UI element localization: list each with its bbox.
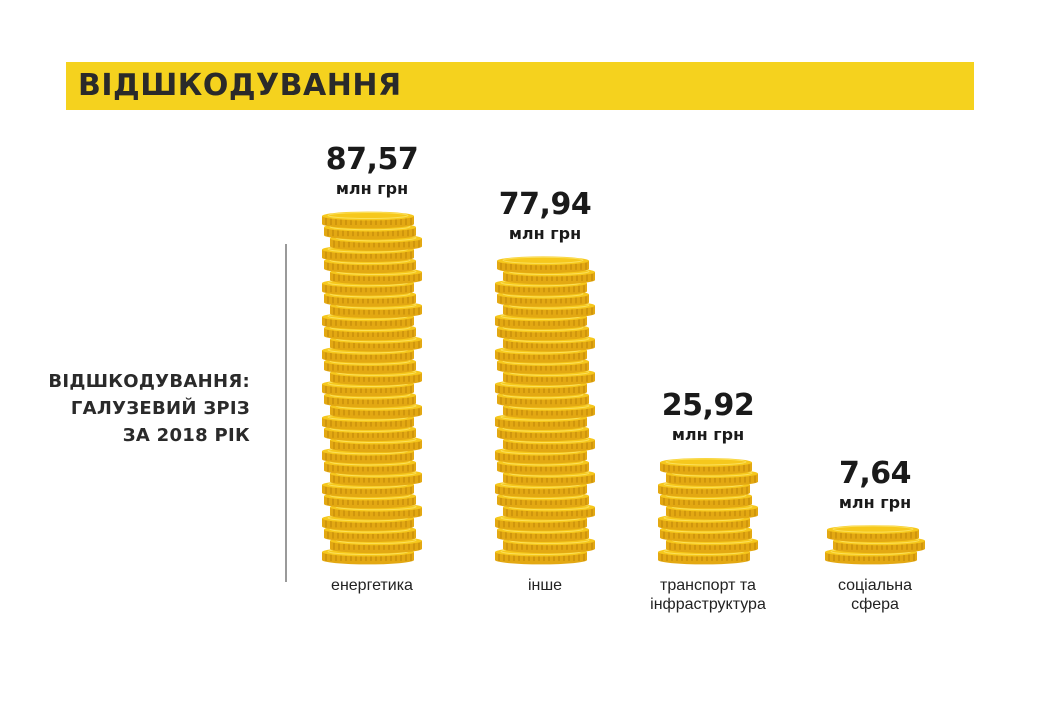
unit-label: млн грн (508, 223, 582, 243)
category-label: транспорт та інфраструктура (650, 577, 766, 613)
chart-side-title: ВІДШКОДУВАННЯ: ГАЛУЗЕВИЙ ЗРІЗ ЗА 2018 РІ… (10, 368, 250, 449)
side-title-line-2: ГАЛУЗЕВИЙ ЗРІЗ (70, 398, 250, 419)
coin-stack-bar (495, 256, 595, 565)
category-label: енергетика (331, 577, 413, 594)
page-title: ВІДШКОДУВАННЯ (78, 68, 402, 103)
coin (660, 458, 752, 475)
side-title-line-3: ЗА 2018 РІК (122, 425, 250, 446)
coin (497, 256, 589, 274)
coin (322, 346, 414, 363)
coin-stack-bar (322, 211, 422, 565)
data-value-label: 7,64 (838, 455, 912, 491)
side-title-line-1: ВІДШКОДУВАННЯ: (48, 371, 250, 392)
coin-stack-bar (825, 525, 925, 565)
category-label: соціальна сфера (837, 577, 913, 613)
data-value-label: 25,92 (661, 388, 755, 424)
unit-label: млн грн (335, 179, 409, 198)
coin-stack-bar (658, 458, 758, 565)
category-label: інше (527, 577, 563, 594)
data-value-label: 87,57 (325, 142, 419, 177)
coin (330, 435, 422, 453)
vertical-divider (285, 244, 287, 582)
coin (827, 525, 919, 542)
header-banner: ВІДШКОДУВАННЯ (66, 62, 974, 110)
unit-label: млн грн (838, 492, 912, 512)
coin (322, 211, 414, 229)
data-value-label: 77,94 (498, 186, 592, 222)
unit-label: млн грн (671, 425, 745, 445)
